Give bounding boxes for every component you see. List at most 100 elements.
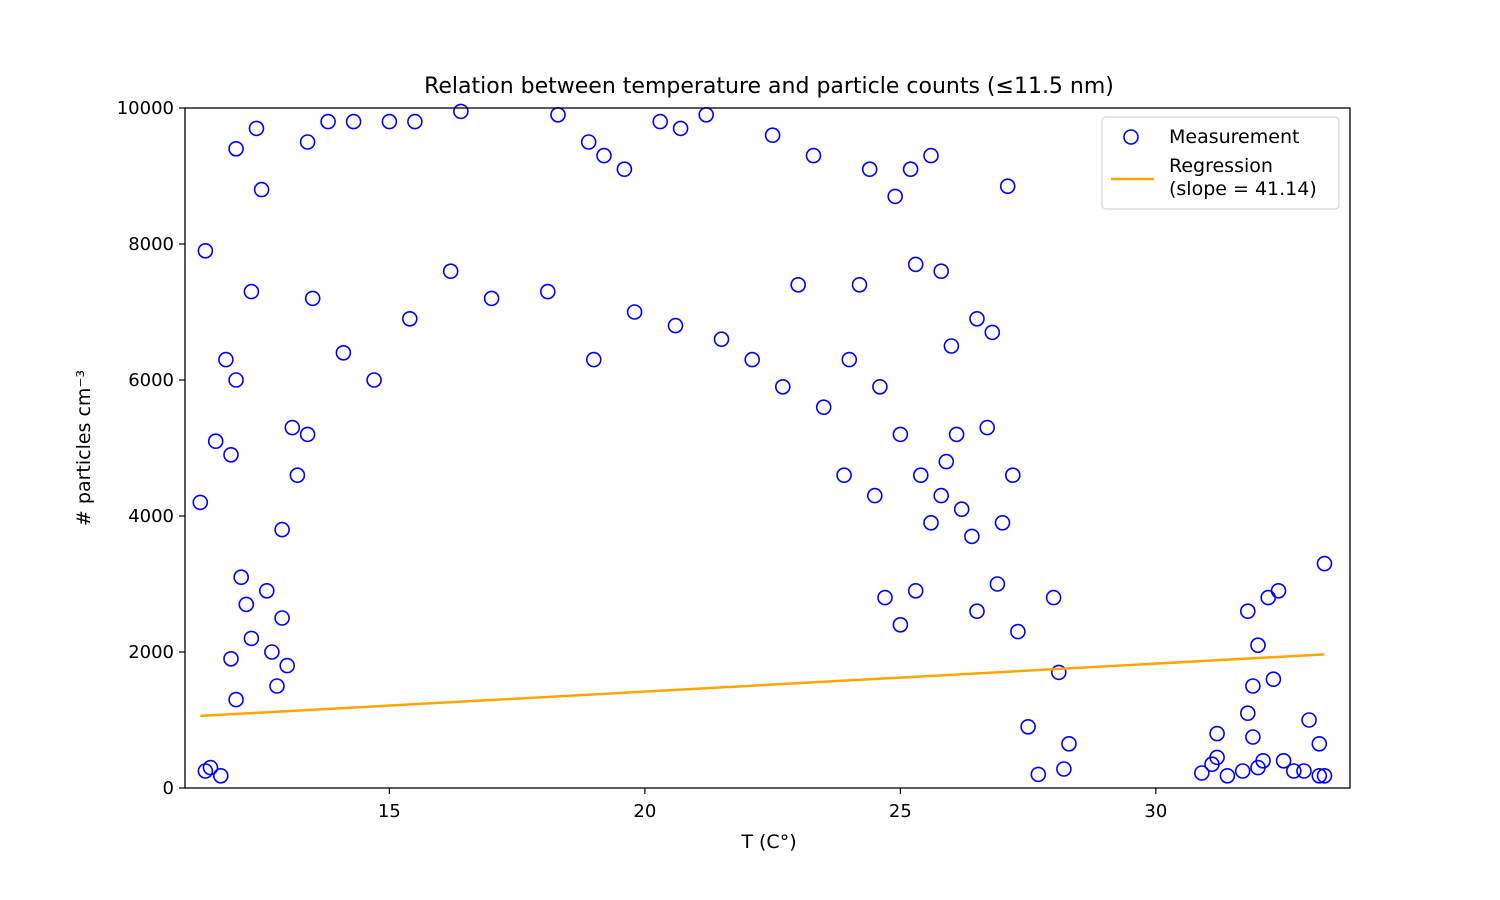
measurement-point <box>888 189 902 203</box>
measurement-point <box>1236 764 1250 778</box>
measurement-point <box>1246 730 1260 744</box>
measurement-point <box>219 353 233 367</box>
measurement-point <box>301 135 315 149</box>
measurement-point <box>347 115 361 129</box>
measurement-point <box>239 597 253 611</box>
measurement-point <box>863 162 877 176</box>
measurement-point <box>617 162 631 176</box>
measurement-point <box>1031 767 1045 781</box>
measurement-point <box>837 468 851 482</box>
legend-label-measurement: Measurement <box>1169 126 1299 148</box>
measurement-point <box>1287 764 1301 778</box>
measurement-point <box>873 380 887 394</box>
measurement-point <box>193 495 207 509</box>
measurement-point <box>408 115 422 129</box>
measurement-point <box>260 584 274 598</box>
measurement-point <box>250 121 264 135</box>
measurement-point <box>582 135 596 149</box>
y-tick-label: 6000 <box>128 370 174 391</box>
measurement-point <box>715 332 729 346</box>
y-tick-label: 8000 <box>128 234 174 255</box>
measurement-point <box>255 183 269 197</box>
measurement-point <box>893 427 907 441</box>
measurement-point <box>444 264 458 278</box>
measurement-point <box>1266 672 1280 686</box>
measurement-point <box>290 468 304 482</box>
measurement-point <box>980 421 994 435</box>
measurement-point <box>280 659 294 673</box>
measurement-point <box>1001 179 1015 193</box>
measurement-point <box>234 570 248 584</box>
regression-line <box>200 654 1324 716</box>
measurement-point <box>382 115 396 129</box>
y-axis-label: # particles cm⁻³ <box>73 370 95 526</box>
y-tick-label: 10000 <box>117 98 174 119</box>
measurement-point <box>924 149 938 163</box>
measurement-point <box>853 278 867 292</box>
measurement-point <box>653 115 667 129</box>
measurement-point <box>1261 591 1275 605</box>
measurement-point <box>275 523 289 537</box>
measurement-point <box>1220 769 1234 783</box>
measurement-point <box>1251 638 1265 652</box>
x-tick-label: 20 <box>633 801 656 822</box>
measurement-point <box>970 312 984 326</box>
measurement-point <box>955 502 969 516</box>
measurement-point <box>285 421 299 435</box>
measurement-point <box>1246 679 1260 693</box>
y-tick-label: 4000 <box>128 506 174 527</box>
measurement-point <box>817 400 831 414</box>
measurement-point <box>367 373 381 387</box>
measurement-point <box>198 244 212 258</box>
y-tick-label: 0 <box>163 778 174 799</box>
y-tick-label: 2000 <box>128 642 174 663</box>
measurement-point <box>541 285 555 299</box>
measurement-point <box>265 645 279 659</box>
measurement-point <box>909 257 923 271</box>
measurement-point <box>224 652 238 666</box>
measurement-point <box>904 162 918 176</box>
measurement-point <box>990 577 1004 591</box>
measurement-point <box>965 529 979 543</box>
measurement-point <box>944 339 958 353</box>
measurement-point <box>209 434 223 448</box>
x-axis-ticks: 15 20 25 30 <box>378 788 1167 822</box>
measurement-point <box>597 149 611 163</box>
measurement-point <box>1210 727 1224 741</box>
measurement-point <box>587 353 601 367</box>
measurement-point <box>893 618 907 632</box>
measurement-point <box>198 764 212 778</box>
measurement-point <box>336 346 350 360</box>
measurement-point <box>454 104 468 118</box>
legend-label-line: (slope = 41.14) <box>1169 178 1317 200</box>
measurement-point <box>868 489 882 503</box>
measurement-point <box>1302 713 1316 727</box>
measurement-point <box>306 291 320 305</box>
measurement-point <box>669 319 683 333</box>
measurement-point <box>1062 737 1076 751</box>
measurement-point <box>229 142 243 156</box>
measurement-point <box>934 264 948 278</box>
chart-title: Relation between temperature and particl… <box>424 74 1114 99</box>
legend: Measurement Regression (slope = 41.14) <box>1102 117 1339 209</box>
legend-label-line: Regression <box>1169 155 1273 177</box>
measurement-point <box>970 604 984 618</box>
measurement-point <box>403 312 417 326</box>
measurement-point <box>1241 604 1255 618</box>
measurement-point <box>224 448 238 462</box>
measurement-point <box>807 149 821 163</box>
measurement-point <box>485 291 499 305</box>
measurement-point <box>1057 762 1071 776</box>
measurement-point <box>551 108 565 122</box>
measurement-point <box>878 591 892 605</box>
measurement-point <box>270 679 284 693</box>
x-axis-label: T (C°) <box>740 831 796 853</box>
measurement-point <box>924 516 938 530</box>
measurement-point <box>1006 468 1020 482</box>
x-tick-label: 30 <box>1144 801 1167 822</box>
measurement-point <box>1021 720 1035 734</box>
measurement-point <box>950 427 964 441</box>
measurement-point <box>939 455 953 469</box>
measurement-point <box>985 325 999 339</box>
measurement-point <box>1011 625 1025 639</box>
